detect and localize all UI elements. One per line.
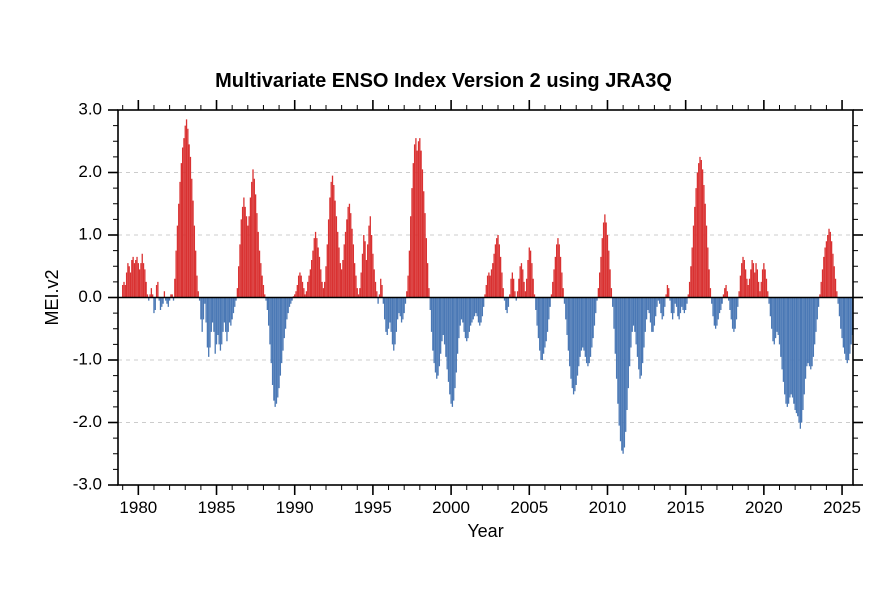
- svg-text:2025: 2025: [823, 498, 861, 517]
- chart-title: Multivariate ENSO Index Version 2 using …: [0, 70, 887, 93]
- svg-text:2010: 2010: [589, 498, 627, 517]
- svg-text:Year: Year: [467, 521, 503, 541]
- svg-text:-2.0: -2.0: [73, 412, 102, 431]
- svg-text:1990: 1990: [276, 498, 314, 517]
- svg-text:2015: 2015: [667, 498, 705, 517]
- svg-text:-3.0: -3.0: [73, 474, 102, 493]
- svg-text:1.0: 1.0: [78, 224, 102, 243]
- svg-text:2005: 2005: [510, 498, 548, 517]
- svg-text:MEI.v2: MEI.v2: [42, 269, 62, 325]
- svg-text:1995: 1995: [354, 498, 392, 517]
- chart-container: Multivariate ENSO Index Version 2 using …: [0, 0, 887, 603]
- svg-text:-1.0: -1.0: [73, 349, 102, 368]
- svg-text:3.0: 3.0: [78, 99, 102, 118]
- svg-text:0.0: 0.0: [78, 287, 102, 306]
- svg-text:2.0: 2.0: [78, 162, 102, 181]
- svg-text:2020: 2020: [745, 498, 783, 517]
- svg-text:1980: 1980: [119, 498, 157, 517]
- svg-text:1985: 1985: [198, 498, 236, 517]
- svg-text:2000: 2000: [432, 498, 470, 517]
